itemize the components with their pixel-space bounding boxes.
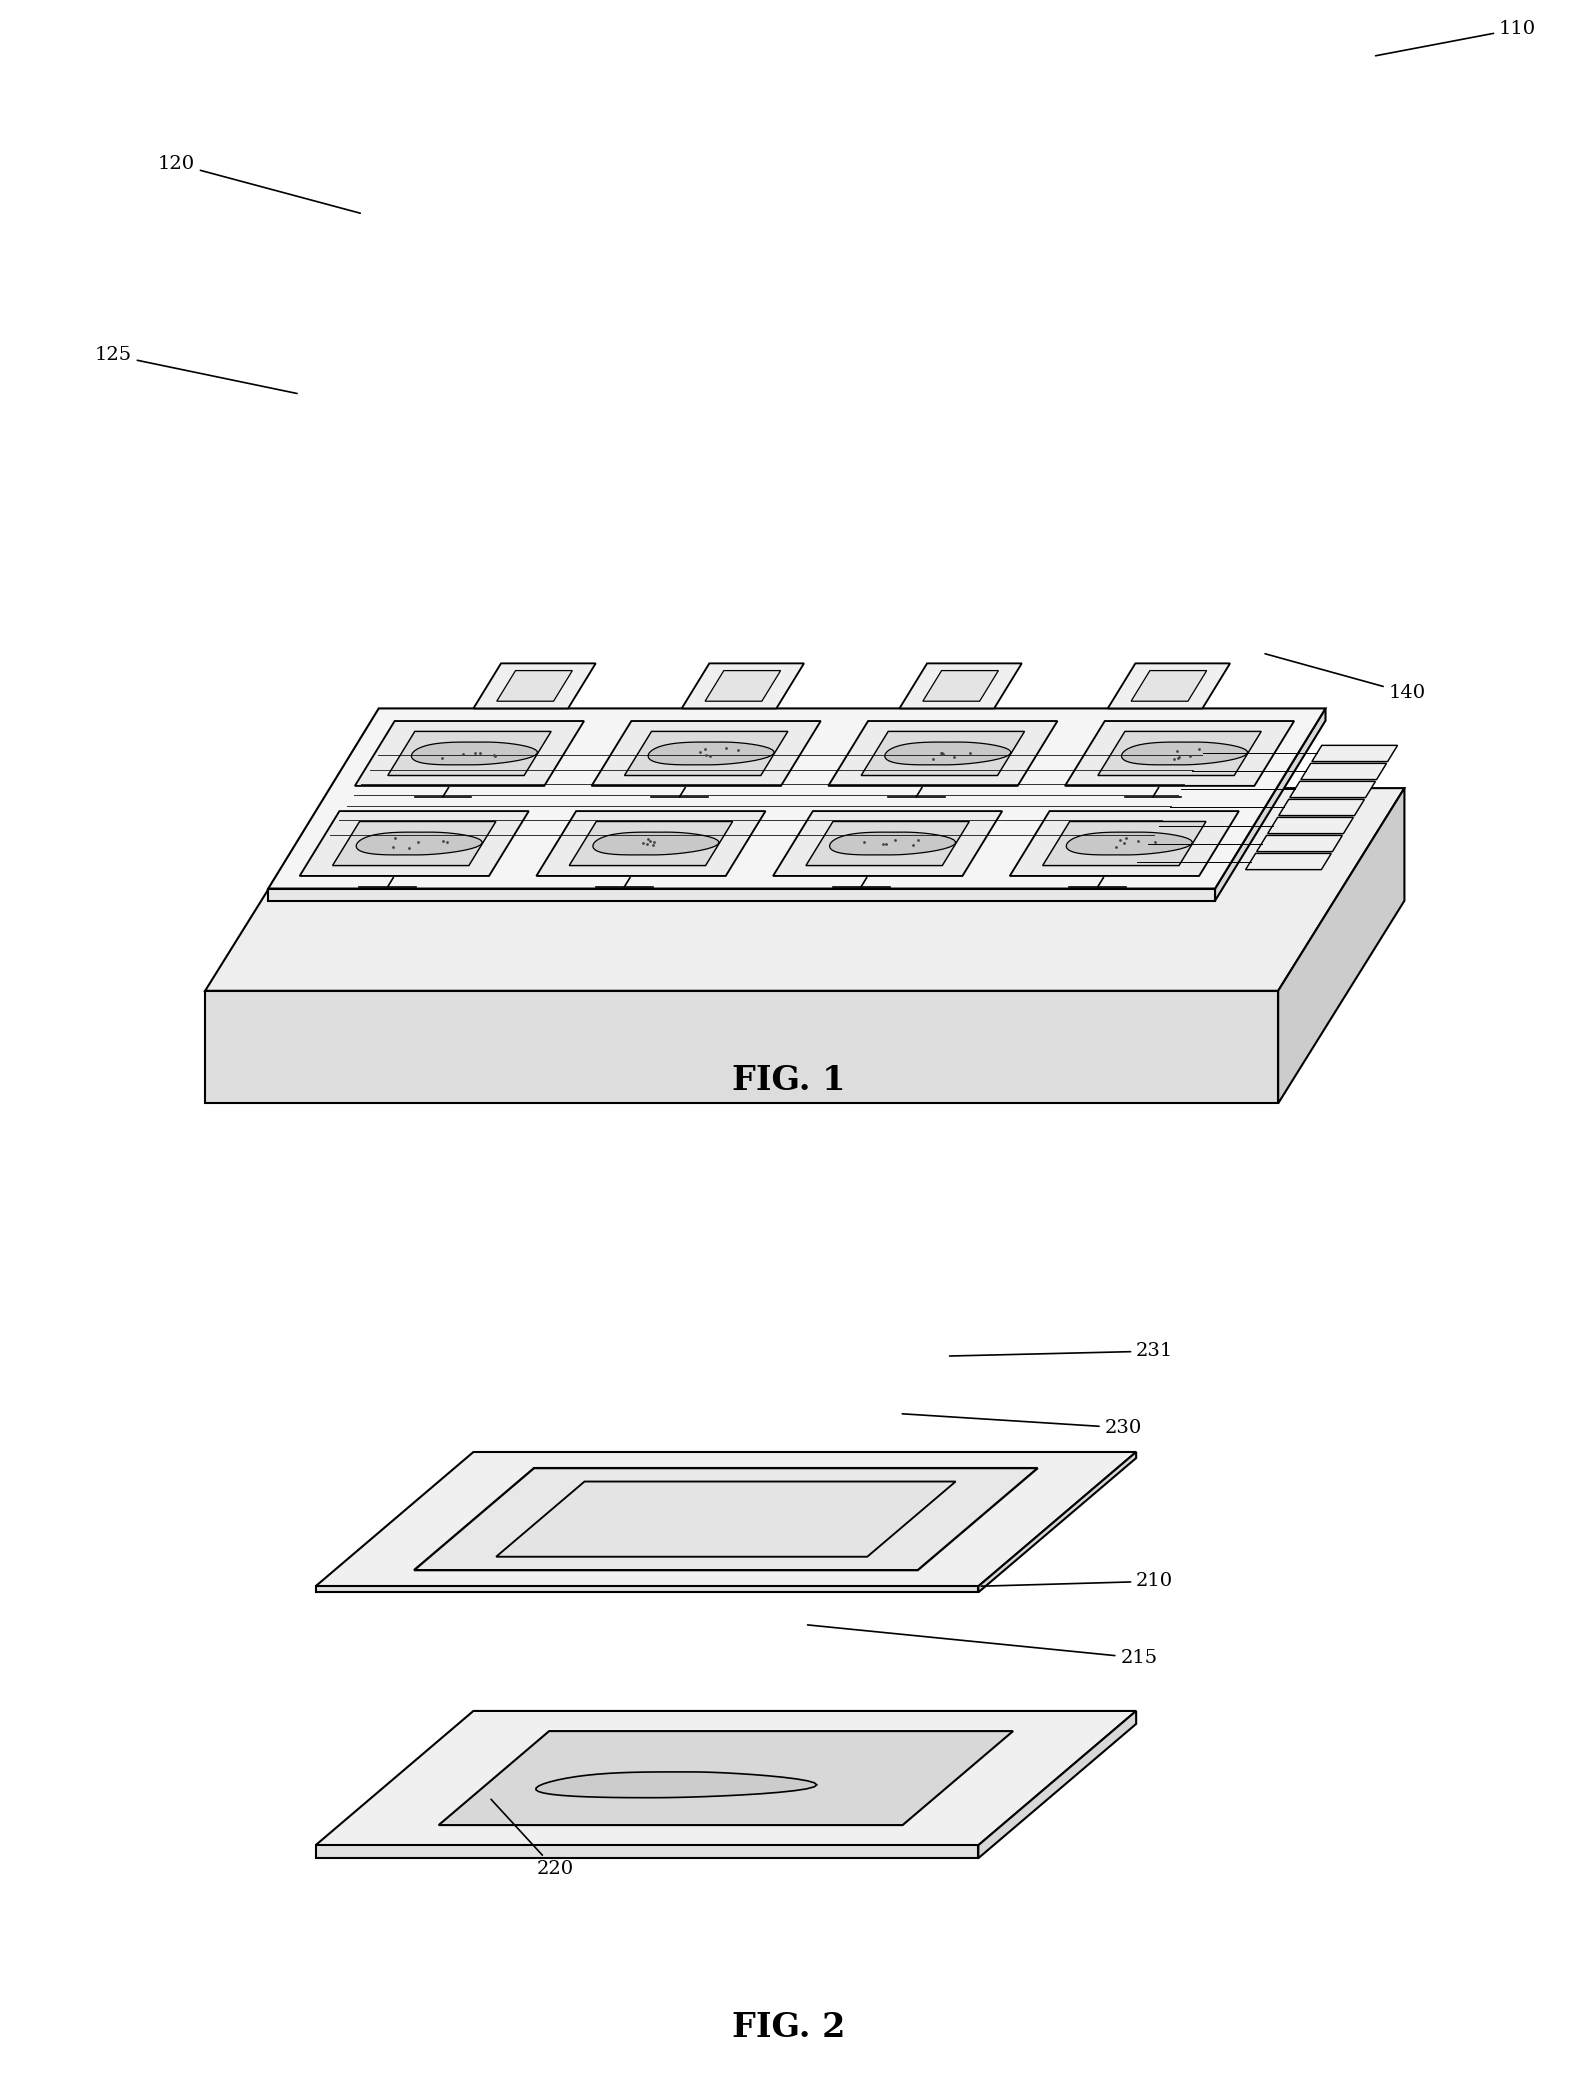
Polygon shape (978, 1451, 1136, 1593)
Polygon shape (806, 821, 969, 865)
Polygon shape (1098, 732, 1261, 776)
Polygon shape (1245, 853, 1332, 869)
Polygon shape (473, 663, 596, 709)
Polygon shape (1131, 671, 1207, 701)
Polygon shape (1010, 811, 1239, 876)
Polygon shape (357, 832, 483, 855)
Polygon shape (316, 1587, 978, 1593)
Polygon shape (316, 1845, 978, 1858)
Polygon shape (625, 732, 787, 776)
Text: 220: 220 (491, 1799, 574, 1879)
Polygon shape (830, 832, 956, 855)
Polygon shape (333, 821, 495, 865)
Polygon shape (1300, 763, 1387, 780)
Polygon shape (1311, 744, 1398, 761)
Text: 120: 120 (158, 154, 360, 213)
Polygon shape (412, 742, 538, 765)
Polygon shape (1215, 709, 1326, 901)
Polygon shape (773, 811, 1002, 876)
Polygon shape (1278, 799, 1365, 815)
Polygon shape (705, 671, 781, 701)
Polygon shape (300, 811, 529, 876)
Polygon shape (1289, 782, 1376, 799)
Polygon shape (495, 1482, 956, 1557)
Polygon shape (355, 721, 584, 786)
Polygon shape (978, 1712, 1136, 1858)
Polygon shape (537, 811, 765, 876)
Polygon shape (570, 821, 732, 865)
Polygon shape (923, 671, 999, 701)
Text: FIG. 2: FIG. 2 (732, 2010, 846, 2043)
Polygon shape (899, 663, 1023, 709)
Polygon shape (268, 709, 1326, 888)
Polygon shape (1278, 788, 1404, 1103)
Polygon shape (862, 732, 1024, 776)
Polygon shape (592, 721, 821, 786)
Polygon shape (1267, 817, 1354, 834)
Polygon shape (1067, 832, 1193, 855)
Text: 110: 110 (1376, 19, 1537, 56)
Polygon shape (649, 742, 775, 765)
Polygon shape (497, 671, 573, 701)
Polygon shape (682, 663, 805, 709)
Polygon shape (316, 1712, 1136, 1845)
Polygon shape (413, 1468, 1038, 1570)
Polygon shape (439, 1731, 1013, 1824)
Polygon shape (1108, 663, 1231, 709)
Text: 210: 210 (982, 1572, 1174, 1591)
Text: 215: 215 (808, 1624, 1158, 1668)
Polygon shape (268, 888, 1215, 901)
Polygon shape (205, 990, 1278, 1103)
Polygon shape (885, 742, 1011, 765)
Polygon shape (1043, 821, 1206, 865)
Text: 231: 231 (950, 1343, 1174, 1359)
Polygon shape (388, 732, 551, 776)
Text: FIG. 1: FIG. 1 (732, 1063, 846, 1097)
Polygon shape (593, 832, 720, 855)
Polygon shape (316, 1451, 1136, 1587)
Text: 140: 140 (1266, 655, 1427, 703)
Polygon shape (1065, 721, 1294, 786)
Polygon shape (828, 721, 1057, 786)
Polygon shape (205, 788, 1404, 990)
Polygon shape (1122, 742, 1248, 765)
Polygon shape (1256, 836, 1343, 851)
Text: 125: 125 (95, 346, 297, 394)
Text: 230: 230 (903, 1414, 1142, 1437)
Polygon shape (537, 1772, 817, 1797)
